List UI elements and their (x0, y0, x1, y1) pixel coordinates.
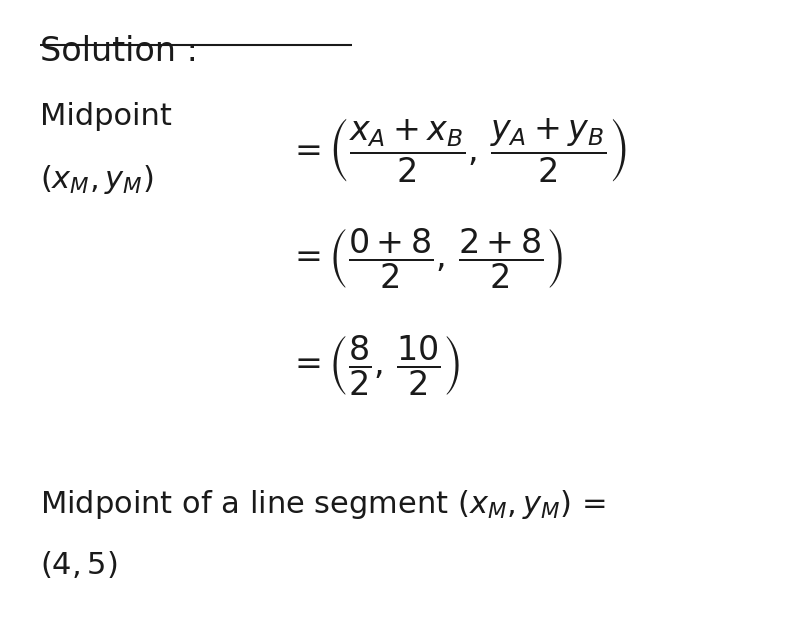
Text: $= \left( \dfrac{x_A + x_B}{2} ,\, \dfrac{y_A + y_B}{2} \right)$: $= \left( \dfrac{x_A + x_B}{2} ,\, \dfra… (288, 115, 627, 184)
Text: $= \left( \dfrac{0 + 8}{2} ,\, \dfrac{2 + 8}{2} \right)$: $= \left( \dfrac{0 + 8}{2} ,\, \dfrac{2 … (288, 227, 563, 291)
Text: $(4, 5)$: $(4, 5)$ (40, 549, 118, 581)
Text: Solution :: Solution : (40, 35, 198, 68)
Text: Midpoint: Midpoint (40, 102, 172, 131)
Text: $= \left( \dfrac{8}{2} ,\, \dfrac{10}{2} \right)$: $= \left( \dfrac{8}{2} ,\, \dfrac{10}{2}… (288, 334, 460, 398)
Text: Midpoint of a line segment $(x_M, y_M)$ =: Midpoint of a line segment $(x_M, y_M)$ … (40, 488, 606, 521)
Text: $(x_M, y_M)$: $(x_M, y_M)$ (40, 163, 154, 196)
